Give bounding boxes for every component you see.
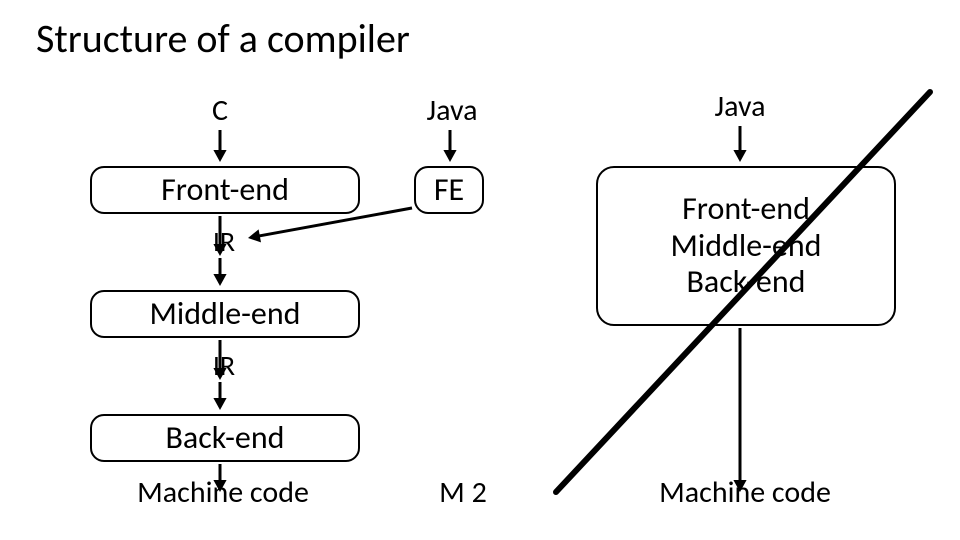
label-machine-code-right: Machine code xyxy=(640,474,850,511)
label-java-right: Java xyxy=(700,88,780,125)
box-fe-label: FE xyxy=(434,172,464,209)
box-fe: FE xyxy=(414,166,484,214)
arrow-java1-to-fe xyxy=(443,130,456,162)
box-middleend-label: Middle-end xyxy=(150,296,301,333)
arrow-combined-to-mc2 xyxy=(733,328,746,492)
box-combined: Front-end Middle-end Back-end xyxy=(596,166,896,326)
box-backend-label: Back-end xyxy=(166,420,285,457)
label-java-left: Java xyxy=(412,92,492,129)
box-combined-line-2: Middle-end xyxy=(671,226,822,265)
label-ir-2: IR xyxy=(204,348,244,383)
arrow-ir2-to-backend xyxy=(213,382,226,410)
arrow-c-to-frontend xyxy=(213,130,226,162)
arrow-java2-to-combined xyxy=(733,126,746,162)
label-m2: M 2 xyxy=(428,474,498,511)
box-frontend-label: Front-end xyxy=(161,172,289,209)
arrow-ir1-to-middleend xyxy=(213,258,226,286)
slide-title: Structure of a compiler xyxy=(36,14,410,63)
box-combined-label: Front-end Middle-end Back-end xyxy=(671,191,822,301)
label-machine-code-left: Machine code xyxy=(118,474,328,511)
box-combined-line-3: Back-end xyxy=(687,262,806,301)
label-c: C xyxy=(200,92,240,129)
box-backend: Back-end xyxy=(90,414,360,462)
box-middleend: Middle-end xyxy=(90,290,360,338)
box-combined-line-1: Front-end xyxy=(682,189,810,228)
box-frontend: Front-end xyxy=(90,166,360,214)
label-ir-1: IR xyxy=(204,224,244,259)
slide: Structure of a compiler C Java Java IR I… xyxy=(0,0,960,540)
